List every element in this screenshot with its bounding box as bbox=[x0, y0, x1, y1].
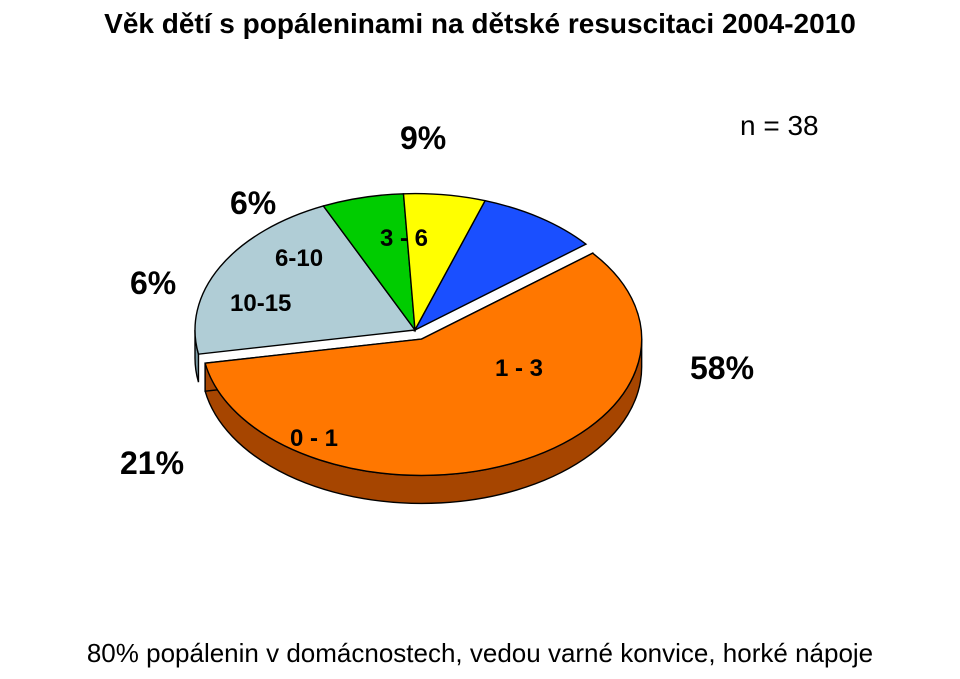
pct-6b: 6% bbox=[230, 185, 276, 222]
n-label: n = 38 bbox=[740, 110, 819, 142]
pct-9: 9% bbox=[400, 120, 446, 157]
page-title: Věk dětí s popáleninami na dětské resusc… bbox=[0, 8, 960, 40]
slice-label-1-3: 1 - 3 bbox=[495, 355, 543, 383]
pct-6a: 6% bbox=[130, 265, 176, 302]
footer-text: 80% popálenin v domácnostech, vedou varn… bbox=[0, 638, 960, 669]
slice-label-0-1: 0 - 1 bbox=[290, 425, 338, 453]
slice-label-3-6: 3 - 6 bbox=[380, 225, 428, 253]
pct-21: 21% bbox=[120, 445, 184, 482]
slice-label-6-10: 6-10 bbox=[275, 245, 323, 273]
pct-58: 58% bbox=[690, 350, 754, 387]
slice-label-10-15: 10-15 bbox=[230, 290, 291, 318]
